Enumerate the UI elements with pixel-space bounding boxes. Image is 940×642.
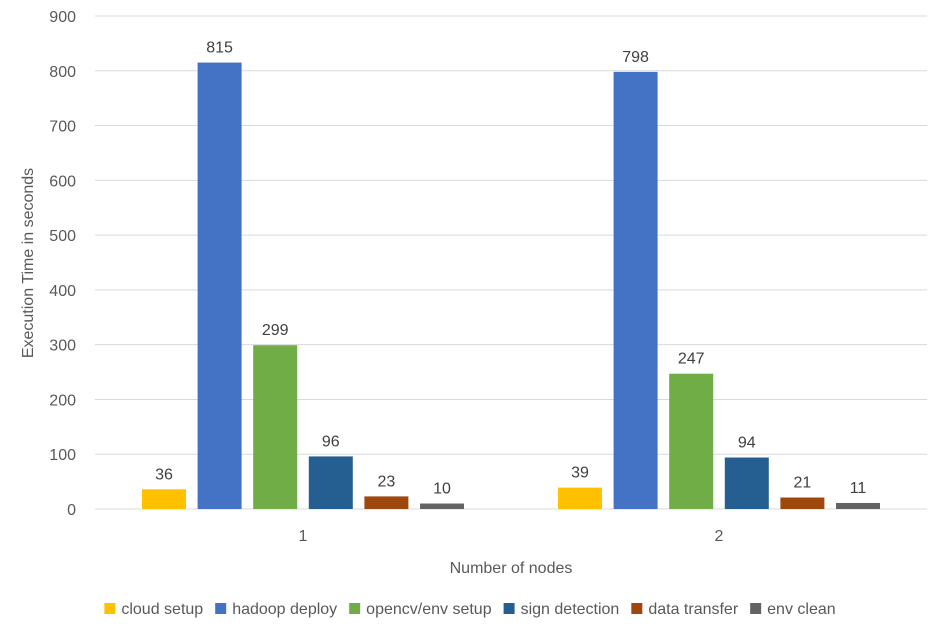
bar-hadoop-deploy-node-1 [197,62,242,510]
legend-label: opencv/env setup [366,601,492,618]
y-tick-label: 300 [49,338,76,355]
bar-env-clean-node-1 [420,503,464,509]
y-tick-label: 400 [49,283,76,300]
y-tick-label: 100 [49,447,76,464]
data-label: 36 [155,466,173,483]
legend-swatch [750,603,762,614]
data-label: 247 [678,351,705,368]
legend-label: hadoop deploy [232,601,337,618]
legend-label: cloud setup [121,601,203,618]
y-tick-label: 0 [67,502,76,519]
bar-sign-detection-node-2 [724,457,769,509]
y-tick-label: 200 [49,392,76,409]
y-tick-label: 900 [49,9,76,26]
bar-opencv-env-setup-node-1 [253,345,298,509]
bar-cloud-setup-node-2 [558,487,602,509]
legend-item: cloud setup [104,601,203,618]
y-axis-ticks: 0 100 200 300 400 500 600 700 800 900 [49,9,76,519]
bars [142,62,880,510]
x-tick-label: 1 [299,528,308,545]
data-label: 96 [322,433,340,450]
data-label: 299 [262,322,289,339]
legend-item: sign detection [503,601,620,618]
bar-data-transfer-node-2 [780,497,825,509]
legend-swatch [104,603,116,614]
legend-item: env clean [750,601,836,618]
legend-label: data transfer [648,601,739,618]
legend-label: sign detection [521,601,620,618]
data-label: 23 [378,473,396,490]
x-axis-title: Number of nodes [450,560,573,577]
legend-item: data transfer [631,601,739,618]
bar-hadoop-deploy-node-2 [613,71,658,509]
data-label: 39 [571,465,589,482]
legend: cloud setup hadoop deploy opencv/env setup… [104,601,836,618]
data-label: 21 [794,474,812,491]
legend-item: hadoop deploy [215,601,337,618]
data-labels: 36 815 299 96 23 10 39 798 247 94 21 11 [155,40,866,498]
bar-opencv-env-setup-node-2 [669,373,714,509]
bar-cloud-setup-node-1 [142,489,186,509]
y-tick-label: 700 [49,119,76,136]
data-label: 10 [433,481,451,498]
bar-sign-detection-node-1 [308,456,353,509]
x-tick-label: 2 [715,528,724,545]
legend-item: opencv/env setup [349,601,492,618]
y-tick-label: 500 [49,228,76,245]
data-label: 815 [206,40,233,57]
data-label: 94 [738,435,756,452]
y-tick-label: 800 [49,64,76,81]
legend-swatch [503,603,515,614]
data-label: 798 [622,49,649,66]
legend-swatch [215,603,227,614]
legend-label: env clean [767,601,836,618]
y-axis-title: Execution Time in seconds [20,168,37,358]
bar-env-clean-node-2 [836,502,880,509]
data-label: 11 [850,480,867,497]
legend-swatch [631,603,643,614]
bar-data-transfer-node-1 [364,496,409,509]
y-tick-label: 600 [49,173,76,190]
legend-swatch [349,603,361,614]
